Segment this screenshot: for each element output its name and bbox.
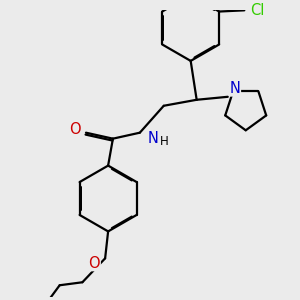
Text: O: O (69, 122, 81, 137)
Text: Cl: Cl (250, 3, 265, 18)
Text: N: N (148, 131, 158, 146)
Text: N: N (230, 81, 240, 96)
Text: H: H (159, 135, 168, 148)
Text: O: O (88, 256, 100, 271)
